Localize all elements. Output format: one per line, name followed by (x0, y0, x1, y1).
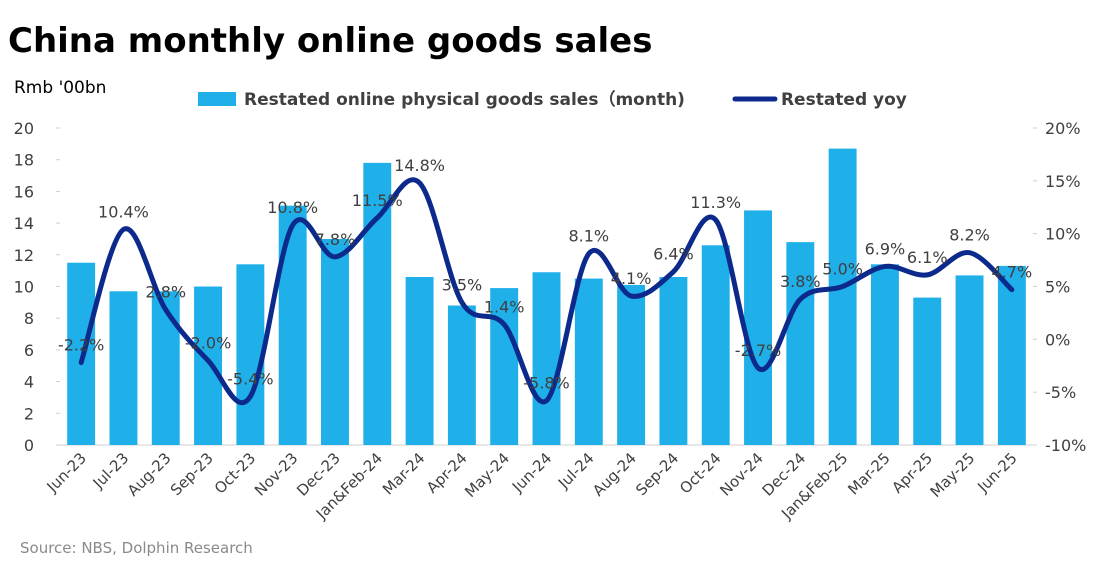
data-label: 1.4% (484, 298, 525, 317)
x-tick-label: Nov-24 (716, 449, 766, 499)
bar (532, 272, 561, 445)
bar (955, 275, 984, 445)
bar (786, 242, 815, 445)
chart-title: China monthly online goods sales (8, 21, 652, 61)
y2-tick-label: 10% (1045, 225, 1081, 244)
bar (236, 264, 265, 445)
data-label: 4.1% (611, 269, 652, 288)
y-tick-label: 6 (24, 341, 34, 360)
data-label: 11.3% (690, 193, 741, 212)
bar (490, 288, 519, 445)
data-label: 6.9% (865, 239, 906, 258)
bar (151, 291, 180, 445)
y-tick-label: 12 (14, 246, 34, 265)
data-label: -5.4% (227, 369, 273, 388)
x-tick-label: Oct-24 (676, 449, 724, 497)
x-tick-label: Aug-24 (589, 449, 640, 500)
data-label: 14.8% (394, 156, 445, 175)
y-tick-label: 14 (14, 214, 34, 233)
data-label: 6.4% (653, 245, 694, 264)
x-tick-label: Nov-23 (251, 449, 301, 499)
data-label: -5.8% (523, 374, 569, 393)
data-label: 2.8% (145, 283, 186, 302)
data-label: 8.1% (568, 227, 609, 246)
data-label: 4.7% (992, 263, 1033, 282)
bar (194, 286, 223, 445)
y-tick-label: 16 (14, 182, 34, 201)
x-tick-label: Oct-23 (211, 449, 259, 497)
y-tick-label: 10 (14, 278, 34, 297)
bar (278, 205, 307, 445)
y-tick-label: 4 (24, 373, 34, 392)
y-axis-label: Rmb '00bn (14, 78, 106, 98)
bar (701, 245, 730, 445)
data-label: -2.2% (58, 336, 104, 355)
y-tick-label: 20 (14, 119, 34, 138)
y2-tick-label: -10% (1045, 436, 1086, 455)
bar (405, 276, 434, 445)
x-tick-label: Sep-24 (632, 449, 682, 499)
y2-tick-label: 15% (1045, 172, 1081, 191)
bar (659, 276, 688, 445)
x-tick-label: Sep-23 (167, 449, 217, 499)
y-tick-label: 0 (24, 436, 34, 455)
line (78, 177, 1015, 406)
legend-swatch (198, 92, 236, 106)
data-label: 6.1% (907, 248, 948, 267)
bar (997, 265, 1026, 445)
bar (574, 278, 603, 445)
data-label: 10.8% (267, 198, 318, 217)
data-label: 3.8% (780, 272, 821, 291)
x-tick-label: Mar-24 (379, 449, 428, 498)
x-tick-label: May-24 (461, 449, 513, 501)
y2-tick-label: 0% (1045, 330, 1070, 349)
bar (617, 284, 646, 445)
data-label: 11.5% (352, 191, 403, 210)
data-label: -2.7% (735, 341, 781, 360)
x-tick-label: Mar-25 (844, 449, 893, 498)
data-label: 3.5% (442, 275, 483, 294)
y-tick-label: 2 (24, 404, 34, 423)
x-tick-label: May-25 (927, 449, 979, 501)
x-tick-label: Jun-24 (508, 449, 555, 496)
y2-tick-label: -5% (1045, 383, 1076, 402)
bar (870, 264, 899, 445)
bar (828, 148, 857, 446)
legend-label: Restated yoy (781, 90, 907, 110)
y-tick-label: 8 (24, 309, 34, 328)
bar (913, 297, 942, 445)
x-tick-label: Aug-23 (124, 449, 175, 500)
bar (744, 210, 772, 445)
bar (321, 238, 349, 445)
data-label: -2.0% (185, 333, 231, 352)
source: Source: NBS, Dolphin Research (20, 539, 253, 557)
x-tick-label: Jun-25 (973, 449, 1020, 496)
data-label: 8.2% (949, 226, 990, 245)
y2-tick-label: 20% (1045, 119, 1081, 138)
bar (109, 291, 138, 445)
bar (447, 305, 476, 445)
x-tick-label: Jun-23 (43, 449, 90, 496)
legend-label: Restated online physical goods sales（mon… (244, 89, 685, 110)
data-label: 5.0% (822, 260, 863, 279)
data-label: 10.4% (98, 202, 149, 221)
y-tick-label: 18 (14, 151, 34, 170)
data-label: 7.8% (315, 230, 356, 249)
y2-tick-label: 5% (1045, 278, 1070, 297)
